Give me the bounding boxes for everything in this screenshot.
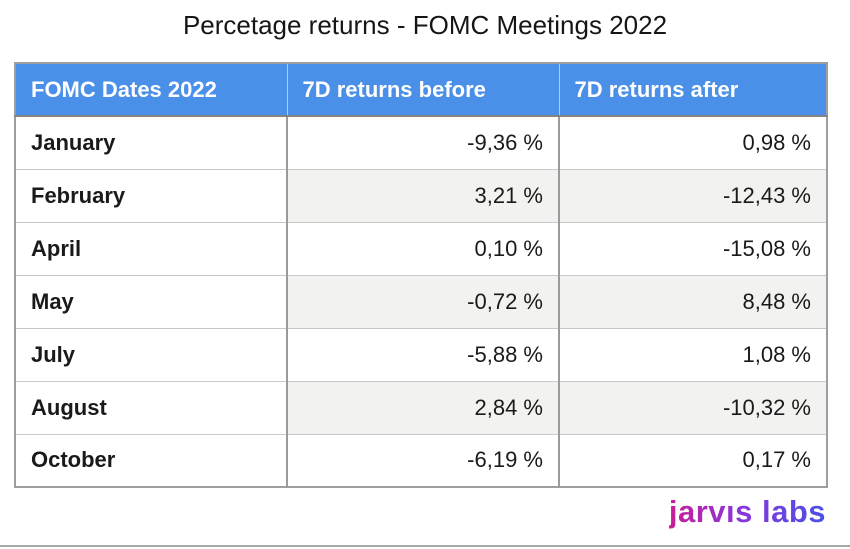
table-row: April 0,10 % -15,08 % bbox=[15, 221, 827, 275]
cell-after: 0,17 % bbox=[558, 433, 827, 487]
cell-after: 1,08 % bbox=[558, 327, 827, 381]
cell-month: January bbox=[15, 116, 287, 169]
cell-after: 8,48 % bbox=[558, 274, 827, 328]
cell-before: -6,19 % bbox=[286, 433, 559, 487]
cell-month: October bbox=[15, 433, 287, 487]
table-header: FOMC Dates 2022 7D returns before 7D ret… bbox=[15, 63, 827, 117]
table-row: February 3,21 % -12,43 % bbox=[15, 168, 827, 222]
cell-month: July bbox=[15, 327, 287, 381]
fomc-returns-table: FOMC Dates 2022 7D returns before 7D ret… bbox=[14, 62, 828, 488]
table-row: October -6,19 % 0,17 % bbox=[15, 433, 827, 487]
column-header-dates: FOMC Dates 2022 bbox=[15, 63, 287, 117]
table-body: January -9,36 % 0,98 % February 3,21 % -… bbox=[15, 116, 827, 487]
column-header-before: 7D returns before bbox=[286, 63, 559, 117]
cell-before: -0,72 % bbox=[286, 274, 559, 328]
cell-before: 0,10 % bbox=[286, 221, 559, 275]
cell-after: 0,98 % bbox=[558, 116, 827, 169]
cell-before: -9,36 % bbox=[286, 116, 559, 169]
cell-month: May bbox=[15, 274, 287, 328]
bottom-divider bbox=[0, 545, 850, 547]
table-row: August 2,84 % -10,32 % bbox=[15, 380, 827, 434]
cell-month: August bbox=[15, 380, 287, 434]
cell-before: 2,84 % bbox=[286, 380, 559, 434]
cell-before: -5,88 % bbox=[286, 327, 559, 381]
cell-after: -12,43 % bbox=[558, 168, 827, 222]
table-row: May -0,72 % 8,48 % bbox=[15, 274, 827, 328]
table-row: July -5,88 % 1,08 % bbox=[15, 327, 827, 381]
cell-after: -15,08 % bbox=[558, 221, 827, 275]
cell-before: 3,21 % bbox=[286, 168, 559, 222]
table-header-row: FOMC Dates 2022 7D returns before 7D ret… bbox=[15, 63, 827, 117]
table-row: January -9,36 % 0,98 % bbox=[15, 116, 827, 169]
cell-month: February bbox=[15, 168, 287, 222]
page-title: Percetage returns - FOMC Meetings 2022 bbox=[182, 10, 668, 40]
cell-after: -10,32 % bbox=[558, 380, 827, 434]
cell-month: April bbox=[15, 221, 287, 275]
column-header-after: 7D returns after bbox=[558, 63, 827, 117]
jarvis-labs-logo: jarvıs labs bbox=[668, 494, 826, 529]
